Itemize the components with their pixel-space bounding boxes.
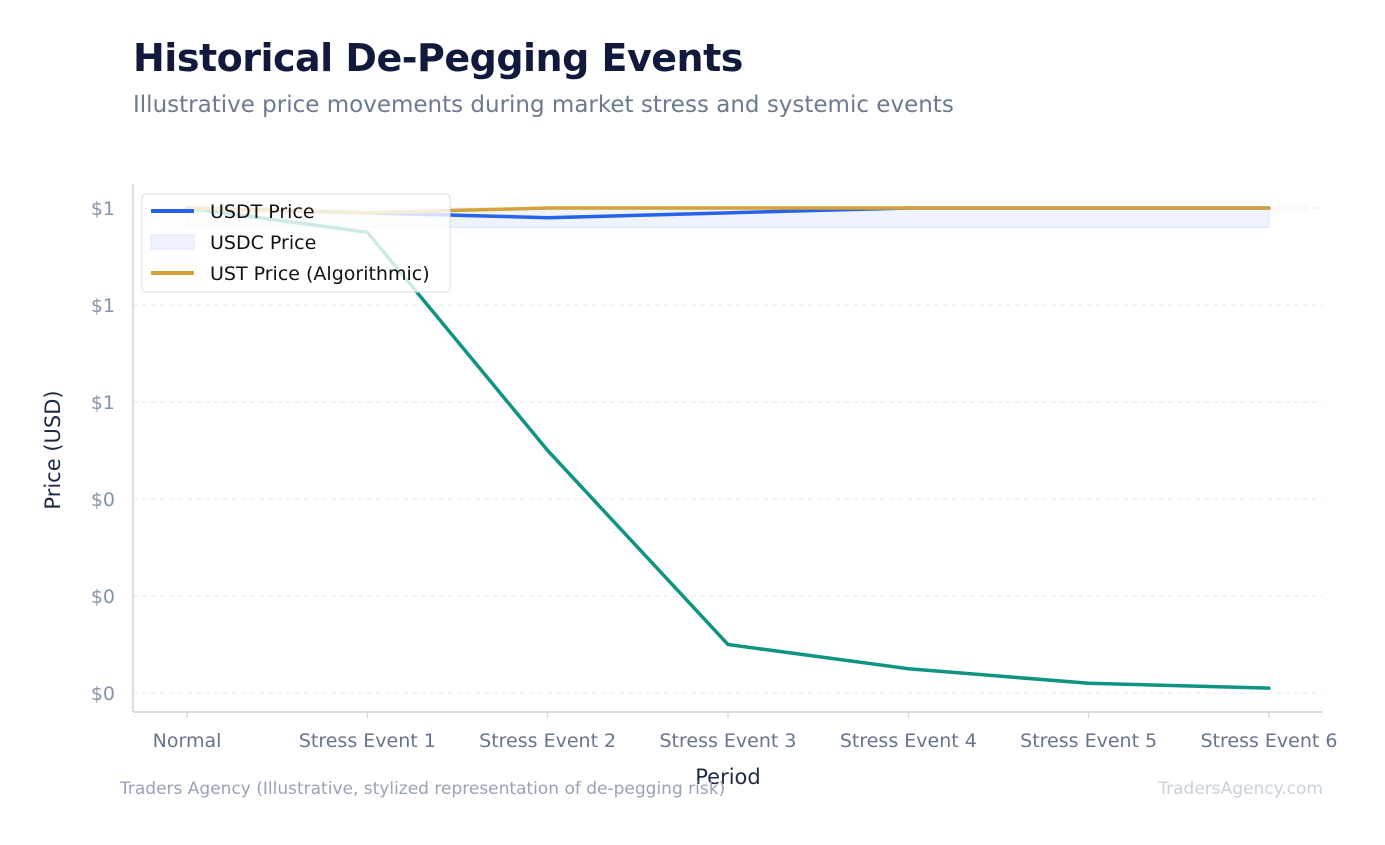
y-tick-label: $0 <box>91 586 115 608</box>
legend-label: UST Price (Algorithmic) <box>210 263 430 285</box>
x-tick-label: Stress Event 3 <box>660 730 797 752</box>
axes <box>132 184 1323 718</box>
chart-title: Historical De-Pegging Events <box>133 36 743 80</box>
source-note: Traders Agency (Illustrative, stylized r… <box>120 779 726 799</box>
y-tick-labels: $0 $0 $0 $1 $1 $1 <box>91 198 115 705</box>
y-axis-title: Price (USD) <box>41 390 65 509</box>
y-tick-label: $1 <box>91 198 115 220</box>
chart-subtitle: Illustrative price movements during mark… <box>133 92 954 118</box>
legend-label: USDT Price <box>210 201 315 223</box>
legend: USDT Price USDC Price UST Price (Algorithm… <box>141 193 451 293</box>
legend-label: USDC Price <box>210 232 316 254</box>
y-tick-label: $1 <box>91 392 115 414</box>
x-tick-label: Normal <box>153 730 222 752</box>
x-tick-label: Stress Event 2 <box>479 730 616 752</box>
legend-box <box>141 193 451 293</box>
watermark: TradersAgency.com <box>1158 779 1323 799</box>
x-tick-label: Stress Event 5 <box>1020 730 1157 752</box>
y-tick-label: $0 <box>91 683 115 705</box>
legend-swatch <box>150 234 195 250</box>
y-tick-label: $1 <box>91 295 115 317</box>
y-tick-label: $0 <box>91 489 115 511</box>
x-tick-label: Stress Event 1 <box>299 730 436 752</box>
x-tick-labels: Normal Stress Event 1 Stress Event 2 Stress… <box>153 730 1338 752</box>
x-axis-title: Period <box>695 765 760 789</box>
x-tick-label: Stress Event 4 <box>840 730 977 752</box>
x-tick-label: Stress Event 6 <box>1201 730 1338 752</box>
